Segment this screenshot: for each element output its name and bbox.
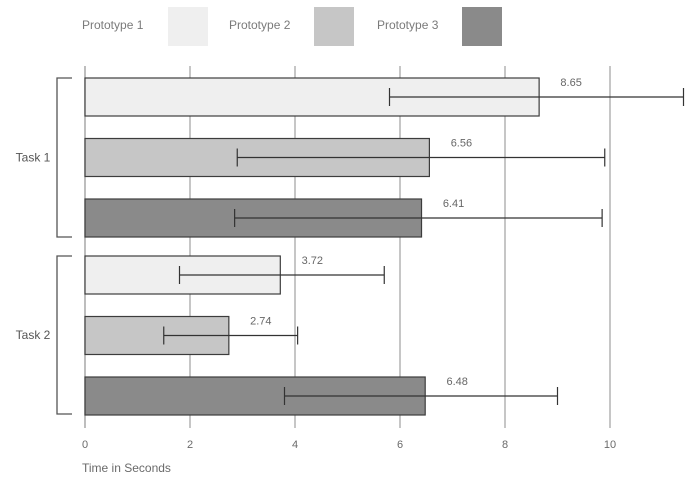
task-label-1: Task 1 <box>16 151 51 165</box>
value-labels: 8.65 6.56 6.41 3.72 2.74 6.48 <box>250 77 582 388</box>
x-axis-ticks: 0 2 4 6 8 10 <box>82 439 616 451</box>
legend: Prototype 1 Prototype 2 Prototype 3 <box>82 7 502 46</box>
value-label-4: 3.72 <box>302 255 323 267</box>
task-label-2: Task 2 <box>16 328 51 342</box>
x-tick-label-10: 10 <box>604 439 616 451</box>
x-tick-label-4: 4 <box>292 439 298 451</box>
x-tick-label-6: 6 <box>397 439 403 451</box>
legend-swatch-2 <box>314 7 354 46</box>
value-label-1: 8.65 <box>560 77 581 89</box>
value-label-6: 6.48 <box>446 376 467 388</box>
task-bracket-1 <box>56 77 72 238</box>
legend-label-2: Prototype 2 <box>229 18 291 32</box>
task-bracket-2 <box>56 255 72 415</box>
legend-swatch-3 <box>462 7 502 46</box>
legend-swatch-1 <box>168 7 208 46</box>
task-brackets: Task 1 Task 2 <box>16 77 72 415</box>
x-axis-label: Time in Seconds <box>82 461 171 475</box>
x-tick-label-8: 8 <box>502 439 508 451</box>
value-label-3: 6.41 <box>443 198 464 210</box>
x-tick-label-2: 2 <box>187 439 193 451</box>
value-label-2: 6.56 <box>451 138 472 150</box>
legend-label-1: Prototype 1 <box>82 18 144 32</box>
x-tick-label-0: 0 <box>82 439 88 451</box>
error-bars <box>163 88 685 405</box>
bars <box>84 77 540 416</box>
grid <box>84 66 611 428</box>
value-label-5: 2.74 <box>250 316 271 328</box>
legend-label-3: Prototype 3 <box>377 18 439 32</box>
